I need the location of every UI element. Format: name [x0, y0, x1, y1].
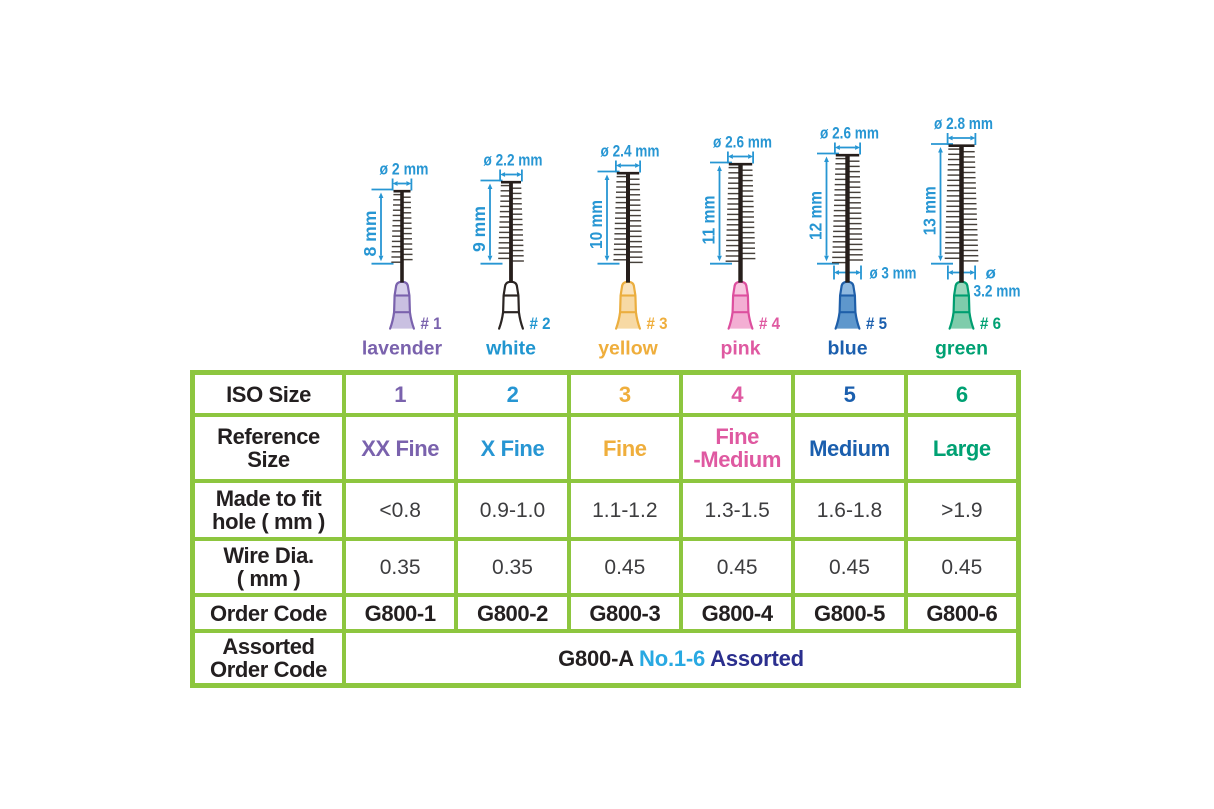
svg-text:3.2 mm: 3.2 mm	[974, 282, 1021, 301]
svg-text:# 1: # 1	[421, 315, 442, 333]
svg-text:ø 2.2 mm: ø 2.2 mm	[484, 151, 543, 170]
svg-text:yellow: yellow	[598, 338, 658, 360]
svg-text:ø 3 mm: ø 3 mm	[870, 264, 917, 283]
svg-text:ø 2.8 mm: ø 2.8 mm	[934, 114, 993, 133]
svg-text:lavender: lavender	[362, 338, 443, 360]
svg-text:green: green	[935, 338, 988, 360]
svg-text:ø 2.6 mm: ø 2.6 mm	[713, 133, 772, 152]
svg-text:11 mm: 11 mm	[699, 196, 719, 245]
svg-text:8 mm: 8 mm	[360, 211, 380, 257]
svg-text:ø 2 mm: ø 2 mm	[380, 160, 429, 179]
svg-text:pink: pink	[720, 338, 760, 360]
svg-text:# 3: # 3	[647, 315, 668, 333]
svg-text:# 5: # 5	[866, 315, 887, 333]
svg-text:10 mm: 10 mm	[586, 200, 606, 249]
svg-text:ø 2.6 mm: ø 2.6 mm	[820, 124, 879, 143]
svg-text:# 2: # 2	[530, 315, 551, 333]
svg-text:ø: ø	[986, 264, 997, 283]
svg-text:12 mm: 12 mm	[806, 191, 826, 240]
svg-text:white: white	[485, 338, 536, 360]
svg-text:9 mm: 9 mm	[469, 206, 489, 252]
svg-text:13 mm: 13 mm	[920, 186, 940, 235]
svg-text:ø 2.4 mm: ø 2.4 mm	[601, 142, 660, 161]
svg-text:blue: blue	[827, 338, 867, 360]
svg-text:# 6: # 6	[980, 315, 1001, 333]
svg-text:# 4: # 4	[759, 315, 781, 333]
